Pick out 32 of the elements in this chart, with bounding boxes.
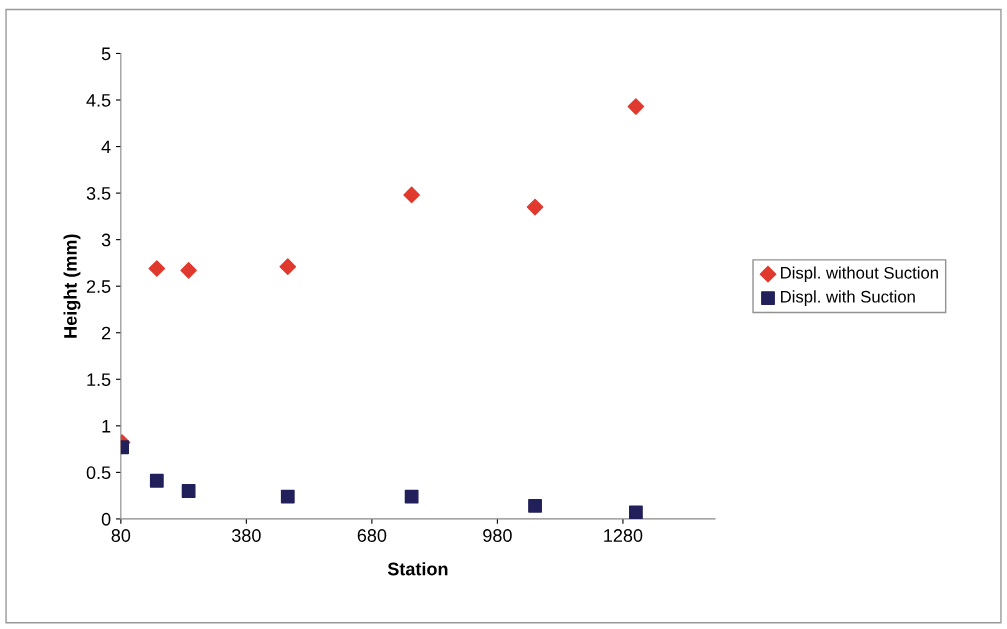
- x-tick-label: 1280: [604, 529, 643, 542]
- y-tick-label: 1: [102, 419, 111, 433]
- y-tick-label: 5: [101, 47, 111, 61]
- point: [180, 262, 197, 279]
- x-tick-label: 380: [231, 529, 261, 542]
- x-tick-label: 980: [483, 529, 512, 542]
- point: [148, 260, 166, 277]
- legend-label: Displ. without Suction: [781, 266, 938, 283]
- y-tick-label: 0.5: [86, 466, 111, 480]
- point: [149, 473, 164, 488]
- y-tick-label: 4: [101, 140, 111, 154]
- y-axis-title: Height (mm): [63, 234, 81, 338]
- point: [528, 498, 542, 513]
- x-tick-label: 80: [111, 529, 131, 542]
- y-tick-label: 2: [101, 326, 111, 340]
- y-tick-label: 4.5: [86, 94, 111, 107]
- y-tick-label: 3: [101, 233, 111, 247]
- point: [627, 98, 645, 115]
- point: [403, 186, 420, 204]
- y-tick-label: 3.5: [86, 187, 111, 200]
- x-axis-title: Station: [387, 562, 448, 576]
- point: [181, 484, 196, 498]
- legend-label: Displ. with Suction: [781, 290, 915, 306]
- point: [404, 489, 419, 504]
- point: [628, 505, 643, 519]
- point: [279, 258, 297, 275]
- point: [526, 198, 544, 216]
- y-tick-label: 0: [101, 512, 111, 526]
- point: [280, 489, 295, 504]
- y-tick-label: 1.5: [87, 373, 111, 387]
- y-tick-label: 2.5: [86, 280, 111, 293]
- x-tick-label: 680: [357, 529, 387, 542]
